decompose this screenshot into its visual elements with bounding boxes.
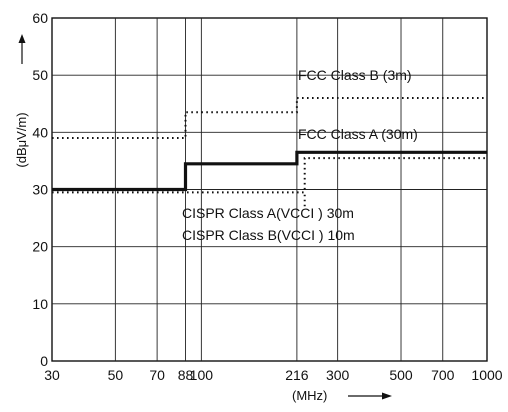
y-tick-label: 10	[32, 296, 48, 312]
x-tick-label: 70	[149, 367, 165, 383]
y-tick-label: 40	[32, 124, 48, 140]
y-tick-label: 30	[32, 182, 48, 198]
y-tick-label: 60	[32, 10, 48, 26]
y-axis-arrow	[18, 34, 26, 64]
y-tick-label: 0	[40, 353, 48, 369]
annotation-cispr-class-b: CISPR Class B(VCCI ) 10m	[182, 227, 355, 243]
y-axis-label: (dBμV/m)	[14, 112, 29, 167]
annotation-fcc-class-b: FCC Class B (3m)	[298, 67, 412, 83]
x-tick-label: 700	[431, 367, 455, 383]
x-axis-arrow	[348, 392, 392, 400]
x-tick-label: 300	[326, 367, 350, 383]
x-tick-label: 50	[108, 367, 124, 383]
series-line-0	[52, 97, 487, 139]
annotation-fcc-class-a: FCC Class A (30m)	[298, 126, 418, 142]
x-tick-label: 500	[389, 367, 413, 383]
x-tick-label: 1000	[471, 367, 502, 383]
y-tick-label: 20	[32, 239, 48, 255]
x-tick-label: 30	[44, 367, 60, 383]
x-tick-label: 100	[190, 367, 214, 383]
x-axis-label: (MHz)	[292, 388, 327, 403]
grid	[51, 17, 488, 362]
x-tick-label: 88	[178, 367, 194, 383]
y-tick-label: 50	[32, 67, 48, 83]
x-tick-label: 216	[285, 367, 309, 383]
series-layer	[52, 97, 487, 207]
annotation-cispr-class-a: CISPR Class A(VCCI ) 30m	[182, 205, 354, 221]
series-line-2	[303, 157, 487, 190]
series-line-1	[52, 150, 487, 192]
